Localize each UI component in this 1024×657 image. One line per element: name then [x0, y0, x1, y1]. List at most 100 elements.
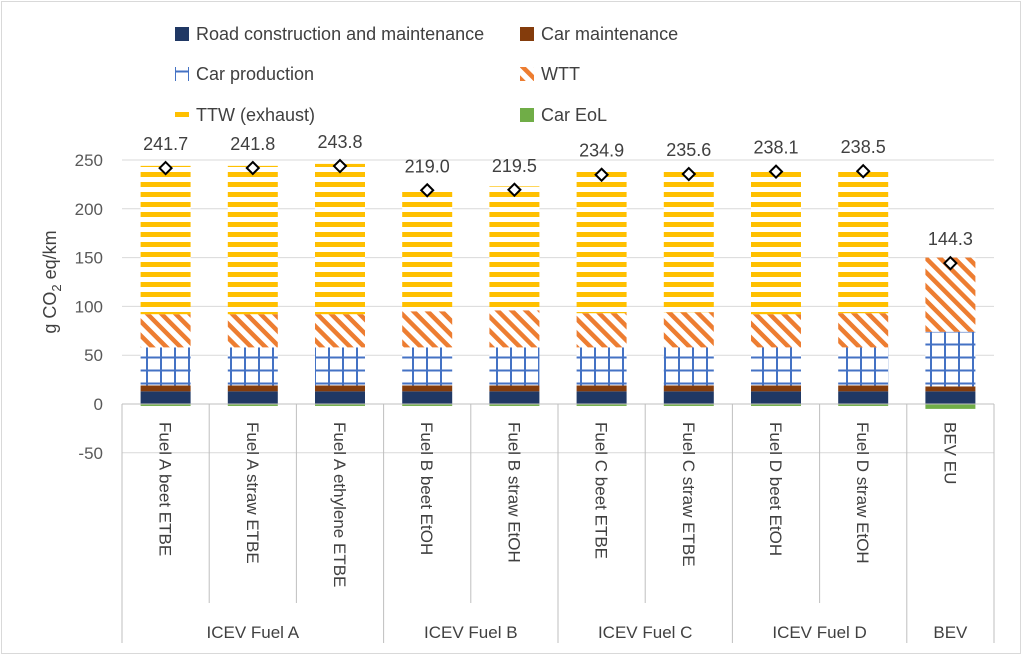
bar-segment-car-eol	[402, 404, 453, 406]
total-marker	[681, 166, 697, 182]
legend-label: Car production	[196, 64, 314, 84]
bar-segment-wtt	[315, 314, 365, 348]
bar-segment-ttw-exhaust-	[489, 186, 540, 311]
x-category-label: Fuel A straw ETBE	[243, 422, 262, 564]
total-marker	[768, 164, 784, 180]
total-label: 238.5	[841, 137, 886, 157]
total-marker	[158, 160, 174, 176]
legend-swatch	[520, 67, 534, 81]
x-category-label: Fuel B beet EtOH	[417, 422, 436, 555]
bar-segment-road-construction-and-maintenance	[402, 391, 453, 404]
total-label: 238.1	[753, 138, 798, 158]
x-axis: Fuel A beet ETBE Fuel A straw ETBE Fuel A …	[121, 403, 995, 643]
bar-segment-wtt	[751, 314, 801, 348]
bar-segment-car-maintenance	[489, 385, 540, 392]
x-category-label: Fuel C straw ETBE	[679, 422, 698, 567]
bar-segment-wtt	[838, 313, 889, 348]
total-label: 144.3	[928, 229, 973, 249]
legend: Road construction and maintenance Car mai…	[175, 24, 678, 125]
bar-segment-car-production	[402, 347, 453, 386]
legend-swatch	[520, 108, 534, 122]
x-category-label: Fuel B straw EtOH	[504, 422, 523, 563]
bar-segment-car-maintenance	[751, 385, 801, 392]
y-axis-ticks: -50 0 50 100 150 200 250	[75, 151, 103, 463]
bar-segment-car-production	[925, 331, 976, 387]
bar-segment-car-production	[489, 347, 540, 386]
total-marker	[506, 182, 522, 198]
total-marker	[419, 182, 435, 198]
bar-segment-car-production	[227, 347, 278, 386]
legend-label: Car maintenance	[541, 24, 678, 44]
bar-segment-car-eol	[315, 404, 365, 406]
legend-label: WTT	[541, 64, 580, 84]
bar-segment-road-construction-and-maintenance	[663, 391, 714, 404]
legend-swatch	[175, 27, 189, 41]
bar-segment-wtt	[489, 310, 540, 348]
total-marker	[942, 255, 958, 271]
bar-segment-ttw-exhaust-	[315, 163, 365, 315]
bar-segment-car-maintenance	[576, 385, 627, 392]
bar-segment-ttw-exhaust-	[663, 170, 714, 313]
bar-segment-car-eol	[663, 404, 714, 406]
total-label: 234.9	[579, 141, 624, 161]
bar-segment-wtt	[140, 314, 191, 348]
bar-segment-car-maintenance	[663, 385, 714, 392]
bar-segment-car-maintenance	[227, 385, 278, 392]
x-category-label: Fuel D beet EtOH	[766, 422, 785, 556]
x-category-label: Fuel A beet ETBE	[156, 422, 175, 556]
total-label: 219.0	[405, 156, 450, 176]
bar-segment-ttw-exhaust-	[402, 187, 453, 312]
x-category-label: Fuel D straw EtOH	[853, 422, 872, 564]
total-label: 241.7	[143, 134, 188, 154]
y-axis-label-part2: eq/km	[40, 230, 60, 284]
total-label: 243.8	[317, 132, 362, 152]
y-tick-label: 0	[94, 395, 103, 414]
y-tick-label: 200	[75, 200, 103, 219]
total-label: 235.6	[666, 140, 711, 160]
total-marker	[594, 167, 610, 183]
y-tick-label: -50	[78, 444, 103, 463]
legend-swatch	[175, 67, 189, 81]
legend-swatch	[520, 27, 534, 41]
bar-segment-car-production	[315, 347, 365, 386]
bar-segment-car-production	[576, 347, 627, 386]
bar-segment-ttw-exhaust-	[838, 167, 889, 314]
x-group-label: ICEV Fuel B	[424, 623, 518, 642]
bar-segment-car-production	[663, 347, 714, 386]
x-group-label: BEV	[933, 623, 968, 642]
bar-segment-wtt	[663, 312, 714, 348]
y-axis-label-part1: g CO	[40, 292, 60, 334]
bar-segment-road-construction-and-maintenance	[576, 391, 627, 404]
y-tick-label: 100	[75, 297, 103, 316]
bar-segment-car-maintenance	[140, 385, 191, 392]
bar-segment-car-eol	[838, 404, 889, 406]
x-category-label: Fuel A ethylene ETBE	[330, 422, 349, 587]
bar-segment-road-construction-and-maintenance	[925, 391, 976, 404]
y-axis-label: g CO2 eq/km	[40, 230, 64, 333]
bar-segment-road-construction-and-maintenance	[315, 391, 365, 404]
bar-segment-road-construction-and-maintenance	[140, 391, 191, 404]
bar-segment-car-eol	[489, 404, 540, 406]
bar-segment-car-eol	[576, 404, 627, 406]
bar-segment-car-eol	[140, 404, 191, 406]
bar-segment-wtt	[227, 314, 278, 348]
legend-label: Road construction and maintenance	[196, 24, 484, 44]
bar-segment-car-maintenance	[838, 385, 889, 392]
legend-swatch	[175, 108, 189, 122]
y-tick-label: 250	[75, 151, 103, 170]
bar-segment-wtt	[576, 313, 627, 348]
bar-segment-car-production	[751, 347, 801, 386]
total-marker	[855, 163, 871, 179]
legend-label: Car EoL	[541, 105, 607, 125]
y-tick-label: 50	[84, 346, 103, 365]
bar-segment-car-maintenance	[315, 385, 365, 392]
x-category-label: Fuel C beet ETBE	[592, 422, 611, 559]
x-category-label: BEV EU	[940, 422, 959, 484]
bar-segment-road-construction-and-maintenance	[227, 391, 278, 404]
total-label: 219.5	[492, 156, 537, 176]
total-marker	[332, 158, 348, 174]
x-group-label: ICEV Fuel C	[598, 623, 692, 642]
y-axis-label-subscript: 2	[49, 284, 64, 291]
x-group-label: ICEV Fuel D	[772, 623, 866, 642]
